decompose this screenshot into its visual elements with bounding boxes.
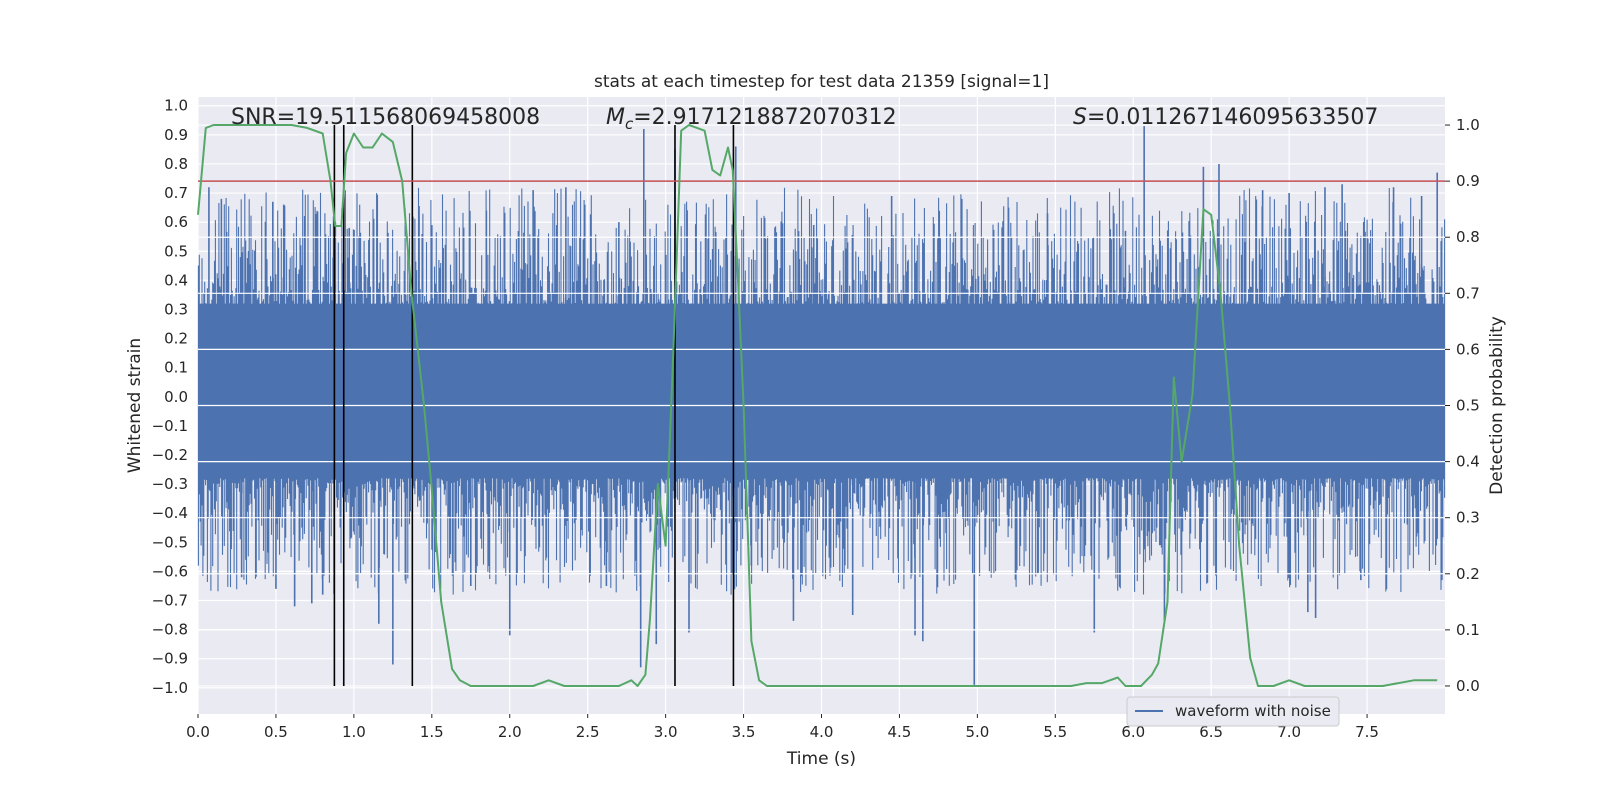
- y-tick-label: 0.6: [164, 213, 188, 231]
- chirp-mass-symbol: M: [606, 105, 625, 130]
- s-value: =0.011267146095633507: [1087, 105, 1378, 130]
- y-tick-label: 0.4: [164, 271, 188, 289]
- y-tick-label: −0.3: [152, 475, 188, 493]
- y2-tick-label: 0.8: [1456, 228, 1480, 246]
- x-tick-label: 2.0: [498, 723, 522, 741]
- y2-tick-label: 0.2: [1456, 565, 1480, 583]
- y-tick-label: −0.6: [152, 562, 188, 580]
- y2-axis-label: Detection probability: [1487, 316, 1507, 495]
- x-tick-label: 4.0: [810, 723, 834, 741]
- y-tick-label: 0.7: [164, 184, 188, 202]
- x-axis-label: Time (s): [786, 749, 856, 769]
- x-tick-label: 3.5: [732, 723, 756, 741]
- s-annotation: S=0.011267146095633507: [1073, 105, 1378, 130]
- y-tick-label: −0.1: [152, 417, 188, 435]
- chirp-mass-annotation: Mc=2.9171218872070312: [606, 105, 897, 133]
- y2-tick-label: 0.4: [1456, 453, 1480, 471]
- y2-tick-label: 0.5: [1456, 397, 1480, 415]
- x-tick-label: 1.0: [342, 723, 366, 741]
- y-tick-label: 0.3: [164, 300, 188, 318]
- y-tick-label: 0.1: [164, 359, 188, 377]
- y2-tick-label: 0.0: [1456, 677, 1480, 695]
- y-tick-label: 0.2: [164, 330, 188, 348]
- legend-label: waveform with noise: [1175, 702, 1331, 720]
- x-tick-label: 1.5: [420, 723, 444, 741]
- y-tick-label: 0.9: [164, 126, 188, 144]
- y-tick-label: −0.8: [152, 621, 188, 639]
- y2-tick-label: 0.3: [1456, 509, 1480, 527]
- y-tick-label: 1.0: [164, 97, 188, 115]
- s-symbol: S: [1073, 105, 1087, 130]
- legend: waveform with noise: [1127, 697, 1339, 726]
- y-tick-label: −0.9: [152, 650, 188, 668]
- x-tick-label: 5.5: [1043, 723, 1067, 741]
- x-tick-label: 4.5: [888, 723, 912, 741]
- x-tick-label: 5.0: [965, 723, 989, 741]
- x-tick-label: 7.5: [1355, 723, 1379, 741]
- x-tick-label: 3.0: [654, 723, 678, 741]
- x-tick-label: 0.5: [264, 723, 288, 741]
- y-tick-label: −1.0: [152, 679, 188, 697]
- y2-tick-label: 1.0: [1456, 116, 1480, 134]
- y-tick-label: −0.7: [152, 591, 188, 609]
- y-tick-label: 0.8: [164, 155, 188, 173]
- y2-tick-label: 0.6: [1456, 340, 1480, 358]
- snr-annotation: SNR=19.511568069458008: [231, 105, 540, 130]
- x-tick-label: 0.0: [186, 723, 210, 741]
- x-tick-label: 2.5: [576, 723, 600, 741]
- y-tick-label: −0.4: [152, 504, 188, 522]
- chirp-mass-value: =2.9171218872070312: [633, 105, 896, 130]
- chart-title: stats at each timestep for test data 213…: [594, 72, 1049, 92]
- y-tick-label: 0.0: [164, 388, 188, 406]
- y2-tick-label: 0.7: [1456, 284, 1480, 302]
- chart: 0.0 0.5 1.0 1.5 2.0 2.5 3.0 3.5 4.0 4.5 5.0 5.5 6.0 6…: [0, 0, 1600, 800]
- y-tick-label: −0.5: [152, 533, 188, 551]
- y-tick-label: −0.2: [152, 446, 188, 464]
- y2-tick-label: 0.9: [1456, 172, 1480, 190]
- y2-tick-label: 0.1: [1456, 621, 1480, 639]
- y-tick-label: 0.5: [164, 242, 188, 260]
- y-axis-label: Whitened strain: [125, 338, 145, 473]
